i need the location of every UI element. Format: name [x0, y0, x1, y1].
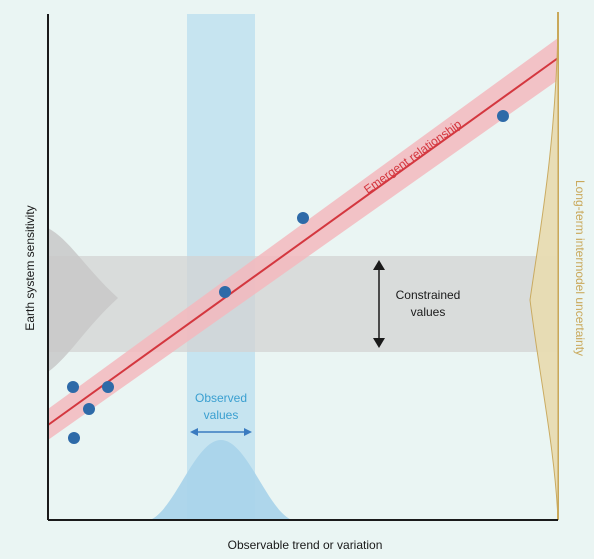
uncertainty-distribution [529, 29, 559, 521]
constrained-arrow-head-down [373, 338, 385, 348]
observed-arrow-head-left [190, 428, 198, 436]
y-axis-label: Earth system sensitivity [23, 205, 37, 330]
data-point [497, 110, 509, 122]
regression-line [47, 57, 559, 426]
x-axis-label: Observable trend or variation [228, 538, 383, 552]
observed-arrow-head-right [244, 428, 252, 436]
constrained-arrow-head-up [373, 260, 385, 270]
observed-label-line1: Observed [195, 391, 247, 405]
data-point [83, 403, 95, 415]
regression-band [48, 38, 558, 440]
data-point [297, 212, 309, 224]
data-point [68, 432, 80, 444]
prior-distribution [48, 228, 118, 372]
observed-distribution [150, 440, 292, 520]
data-point [67, 381, 79, 393]
data-point [219, 286, 231, 298]
constrained-label-line2: values [411, 305, 446, 319]
constrained-band [48, 256, 558, 352]
observed-label-line2: values [204, 408, 239, 422]
constrained-label-line1: Constrained [396, 288, 461, 302]
data-point [102, 381, 114, 393]
uncertainty-label: Long-term intermodel uncertainty [573, 180, 587, 356]
